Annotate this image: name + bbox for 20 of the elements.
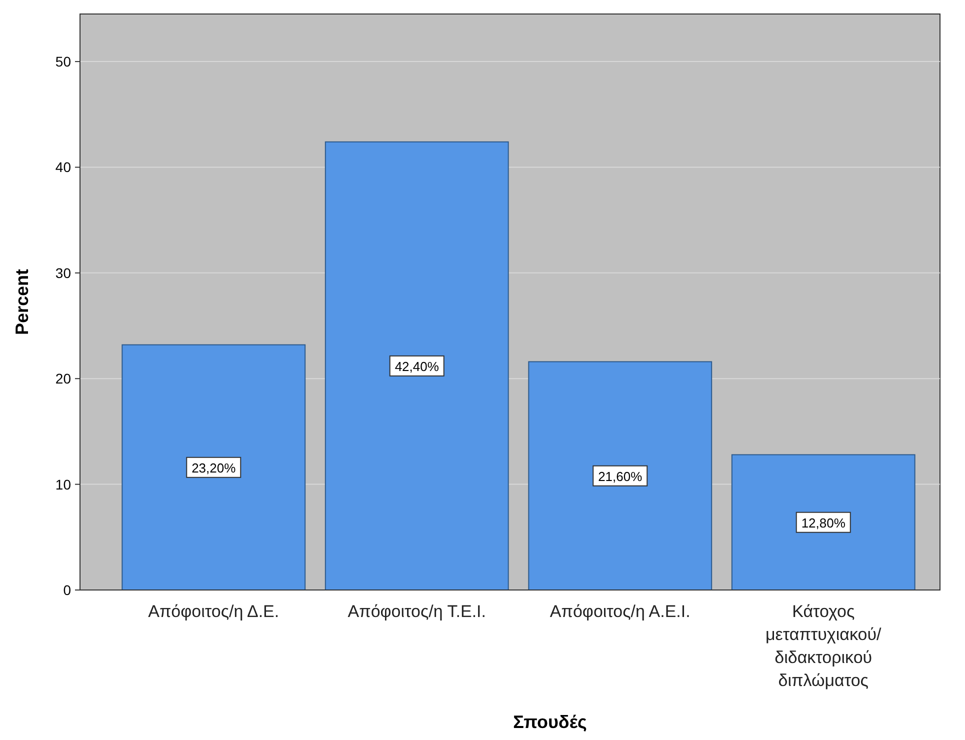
y-tick-label: 40 [55, 159, 72, 176]
y-tick-label: 10 [55, 476, 72, 492]
bar [731, 454, 916, 590]
y-tick-label: 30 [55, 264, 72, 281]
y-tick-label: 50 [55, 54, 72, 70]
data-label: 12,80% [801, 515, 846, 530]
bar [122, 344, 306, 590]
y-axis-title: Percent [12, 268, 32, 336]
y-tick-label: 0 [63, 582, 72, 598]
x-tick-label: Απόφοιτος/η Τ.Ε.Ι. [348, 602, 486, 621]
x-tick-label: Κάτοχος μεταπτυχιακού/ διδακτορικού διπλώματος [766, 602, 882, 690]
y-tick-label: 20 [55, 370, 72, 387]
data-label: 42,40% [394, 358, 440, 374]
x-tick-label: Απόφοιτος/η Δ.Ε. [148, 602, 280, 621]
x-tick-label: Απόφοιτος/η Α.Ε.Ι. [550, 602, 690, 621]
data-label: 21,60% [598, 468, 643, 484]
bar [528, 361, 712, 590]
data-label: 23,20% [192, 460, 236, 476]
x-axis-title: Σπουδές [513, 712, 587, 732]
bar [324, 141, 509, 590]
